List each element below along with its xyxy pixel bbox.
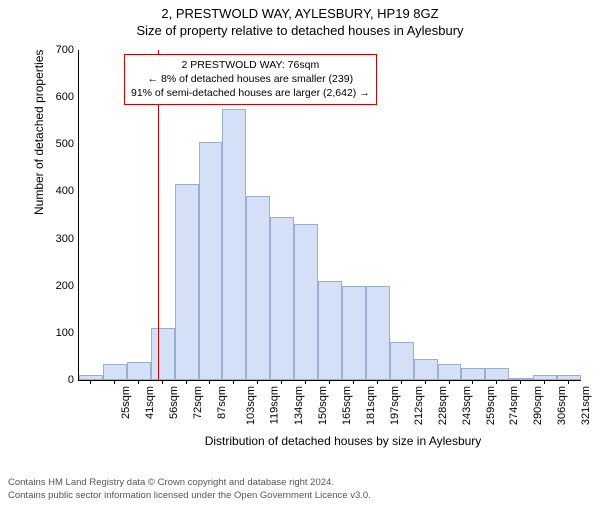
- footer-line-2: Contains public sector information licen…: [8, 490, 371, 502]
- y-tick-label: 600: [56, 91, 74, 103]
- x-tick-label: 321sqm: [580, 386, 592, 425]
- histogram-bar: [151, 328, 175, 380]
- callout-line: 2 PRESTWOLD WAY: 76sqm: [131, 58, 370, 72]
- histogram-bar: [175, 184, 199, 380]
- x-axis-label: Distribution of detached houses by size …: [78, 434, 600, 448]
- x-tick-label: 72sqm: [192, 386, 204, 419]
- x-tick-label: 119sqm: [269, 386, 281, 424]
- x-tick-label: 25sqm: [120, 386, 132, 419]
- plot-area: 2 PRESTWOLD WAY: 76sqm← 8% of detached h…: [78, 50, 581, 381]
- x-tick-label: 134sqm: [293, 386, 305, 425]
- histogram-bar: [199, 142, 223, 380]
- x-tick-label: 274sqm: [509, 386, 521, 425]
- x-tick-mark: [305, 380, 306, 384]
- x-tick-mark: [377, 380, 378, 384]
- callout-line: ← 8% of detached houses are smaller (239…: [131, 72, 370, 86]
- x-tick-mark: [90, 380, 91, 384]
- x-tick-mark: [425, 380, 426, 384]
- x-tick-label: 165sqm: [341, 386, 353, 425]
- y-tick-label: 700: [56, 44, 74, 56]
- histogram-bar: [246, 196, 270, 380]
- footer-attribution: Contains HM Land Registry data © Crown c…: [8, 477, 371, 502]
- x-tick-mark: [472, 380, 473, 384]
- x-tick-mark: [162, 380, 163, 384]
- histogram-bar: [366, 286, 390, 380]
- x-tick-label: 259sqm: [485, 386, 497, 425]
- y-tick-label: 300: [56, 233, 74, 245]
- chart-subtitle: Size of property relative to detached ho…: [0, 23, 600, 38]
- histogram-bar: [485, 368, 509, 380]
- histogram-bar: [270, 217, 294, 380]
- x-tick-mark: [520, 380, 521, 384]
- callout-line: 91% of semi-detached houses are larger (…: [131, 86, 370, 100]
- histogram-bar: [222, 109, 246, 380]
- x-tick-mark: [138, 380, 139, 384]
- x-tick-label: 87sqm: [216, 386, 228, 419]
- x-tick-label: 243sqm: [461, 386, 473, 425]
- y-axis-label: Number of detached properties: [32, 50, 46, 215]
- x-tick-mark: [568, 380, 569, 384]
- histogram-chart: Number of detached properties 2 PRESTWOL…: [50, 50, 580, 420]
- callout-box: 2 PRESTWOLD WAY: 76sqm← 8% of detached h…: [124, 54, 377, 105]
- x-tick-label: 306sqm: [556, 386, 568, 425]
- histogram-bar: [438, 364, 462, 381]
- x-tick-label: 150sqm: [317, 386, 329, 425]
- footer-line-1: Contains HM Land Registry data © Crown c…: [8, 477, 371, 489]
- y-tick-label: 100: [56, 327, 74, 339]
- page-title: 2, PRESTWOLD WAY, AYLESBURY, HP19 8GZ: [0, 6, 600, 21]
- y-tick-label: 200: [56, 280, 74, 292]
- x-tick-mark: [449, 380, 450, 384]
- x-tick-mark: [233, 380, 234, 384]
- histogram-bar: [294, 224, 318, 380]
- x-tick-mark: [329, 380, 330, 384]
- x-tick-mark: [544, 380, 545, 384]
- x-tick-label: 212sqm: [413, 386, 425, 425]
- x-tick-label: 290sqm: [532, 386, 544, 425]
- x-tick-mark: [209, 380, 210, 384]
- x-tick-label: 56sqm: [168, 386, 180, 419]
- x-tick-label: 41sqm: [144, 386, 156, 419]
- x-tick-mark: [114, 380, 115, 384]
- histogram-bar: [127, 362, 151, 380]
- histogram-bar: [414, 359, 438, 380]
- x-tick-label: 103sqm: [246, 386, 258, 425]
- x-tick-mark: [353, 380, 354, 384]
- x-tick-mark: [496, 380, 497, 384]
- histogram-bar: [103, 364, 127, 381]
- histogram-bar: [318, 281, 342, 380]
- x-tick-label: 197sqm: [389, 386, 401, 425]
- histogram-bar: [342, 286, 366, 380]
- x-tick-label: 181sqm: [365, 386, 377, 425]
- x-tick-mark: [186, 380, 187, 384]
- x-tick-mark: [281, 380, 282, 384]
- histogram-bar: [79, 375, 103, 380]
- y-tick-label: 0: [68, 374, 74, 386]
- x-tick-mark: [401, 380, 402, 384]
- y-tick-label: 500: [56, 138, 74, 150]
- x-tick-mark: [257, 380, 258, 384]
- histogram-bar: [390, 342, 414, 380]
- y-tick-label: 400: [56, 185, 74, 197]
- x-tick-label: 228sqm: [437, 386, 449, 425]
- histogram-bar: [461, 368, 485, 380]
